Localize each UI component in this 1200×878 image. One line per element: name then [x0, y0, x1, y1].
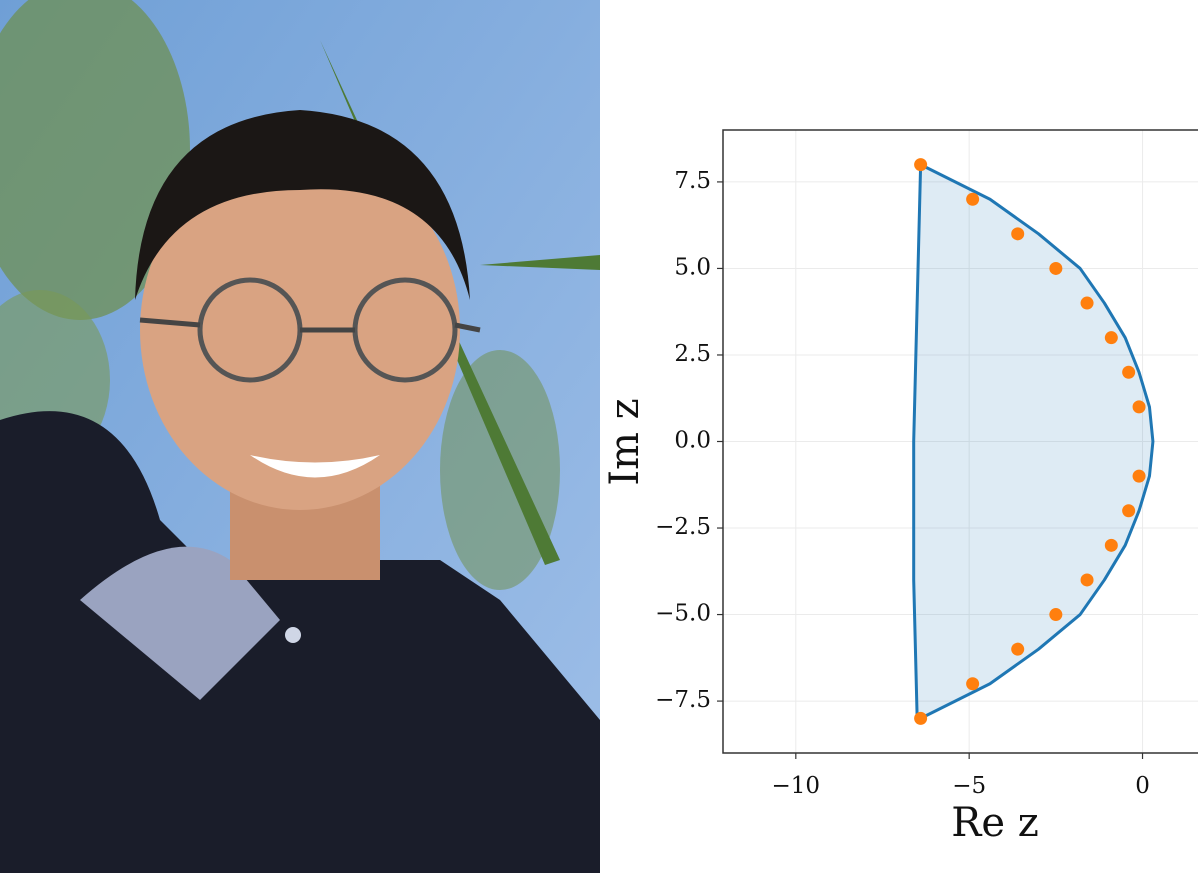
point — [1080, 296, 1094, 310]
y-tick-label: −5.0 — [655, 601, 711, 627]
point — [1122, 365, 1136, 379]
portrait-photo — [0, 0, 600, 873]
x-tick-label: −10 — [772, 773, 821, 799]
point — [966, 677, 980, 691]
region-boundary — [912, 163, 1155, 720]
point — [914, 711, 928, 725]
point — [1104, 538, 1118, 552]
point — [1011, 642, 1025, 656]
axis-frame — [722, 129, 1198, 754]
y-tick-label: 5.0 — [674, 254, 711, 280]
point — [1011, 227, 1025, 241]
x-tick-label: 0 — [1135, 773, 1150, 799]
y-axis-label: Im z — [602, 398, 648, 486]
point — [966, 192, 980, 206]
point — [1080, 573, 1094, 587]
point — [1049, 608, 1063, 622]
point — [1132, 469, 1146, 483]
point — [914, 158, 928, 172]
point — [1049, 261, 1063, 275]
y-tick-label: 7.5 — [674, 168, 711, 194]
x-tick-label: −5 — [952, 773, 986, 799]
x-axis-label: Re z — [951, 800, 1039, 846]
y-tick-label: −7.5 — [655, 687, 711, 713]
y-tick-label: 0.0 — [674, 428, 711, 454]
point — [1104, 331, 1118, 345]
plot-area: 7.5 5.0 2.5 0.0 −2.5 −5.0 −7.5 −10 −5 0 — [655, 129, 1198, 799]
point — [1122, 504, 1136, 518]
y-tick-label: −2.5 — [655, 514, 711, 540]
y-tick-label: 2.5 — [674, 341, 711, 367]
point — [1132, 400, 1146, 414]
